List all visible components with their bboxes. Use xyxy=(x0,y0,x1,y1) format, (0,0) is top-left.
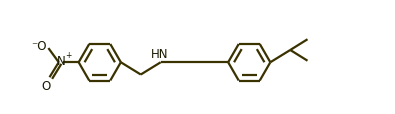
Text: HN: HN xyxy=(151,48,169,61)
Text: +: + xyxy=(65,51,71,60)
Text: O: O xyxy=(41,79,50,92)
Text: N: N xyxy=(56,55,66,68)
Text: ⁻O: ⁻O xyxy=(31,40,47,52)
